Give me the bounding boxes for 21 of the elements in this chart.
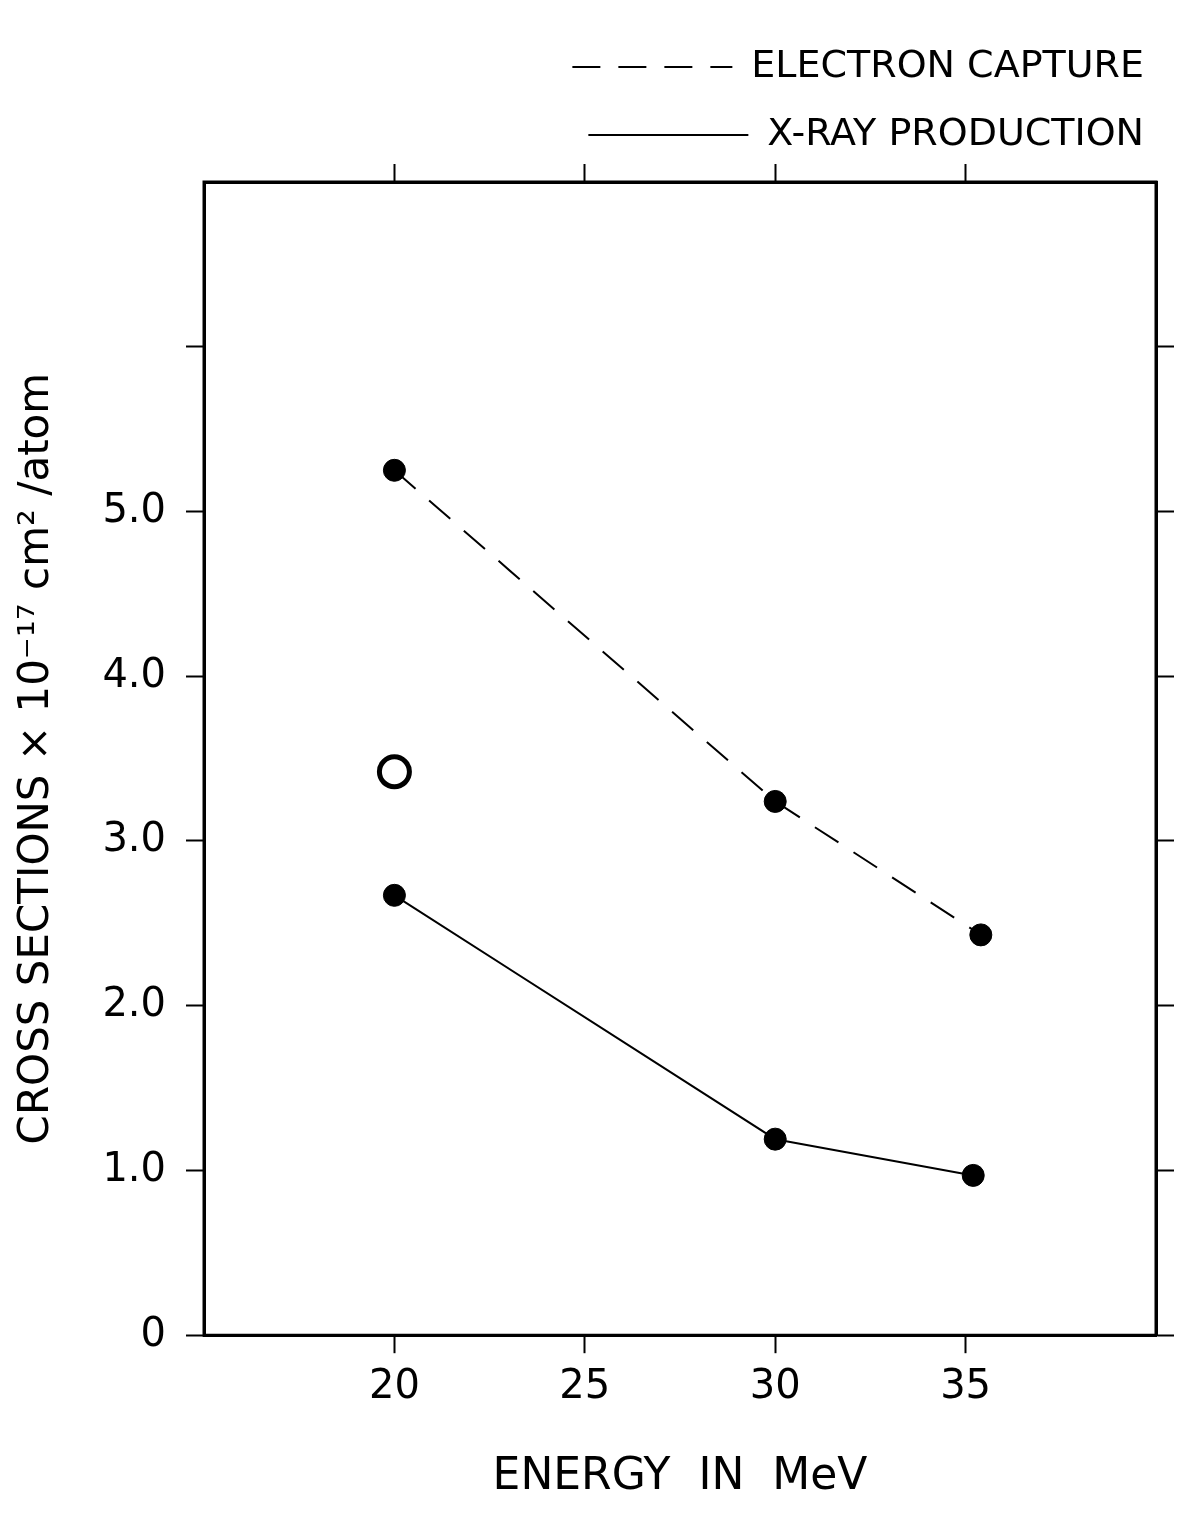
point	[969, 923, 993, 947]
y-axis-title: CROSS SECTIONS × 10⁻¹⁷ cm² /atom	[9, 372, 59, 1145]
point	[763, 789, 787, 813]
x-tick-label: 35	[940, 1360, 992, 1407]
legend-label: X-RAY PRODUCTION	[767, 109, 1145, 154]
x-axis-title: ENERGY IN MeV	[492, 1448, 868, 1500]
point	[382, 883, 406, 907]
y-tick-label: 1.0	[102, 1143, 167, 1190]
point	[382, 458, 406, 482]
x-tick-label: 30	[749, 1360, 801, 1407]
x-tick-label: 25	[559, 1360, 611, 1407]
y-tick-label: 5.0	[102, 484, 167, 531]
point	[376, 754, 412, 790]
x-tick-label: 20	[368, 1360, 420, 1407]
y-tick-label: 0	[140, 1308, 167, 1355]
y-tick-label: 2.0	[102, 979, 167, 1026]
point	[763, 1127, 787, 1151]
y-tick-label: 4.0	[102, 649, 167, 696]
legend-label: ELECTRON CAPTURE	[751, 41, 1144, 86]
point	[961, 1163, 985, 1187]
y-tick-label: 3.0	[102, 814, 167, 861]
